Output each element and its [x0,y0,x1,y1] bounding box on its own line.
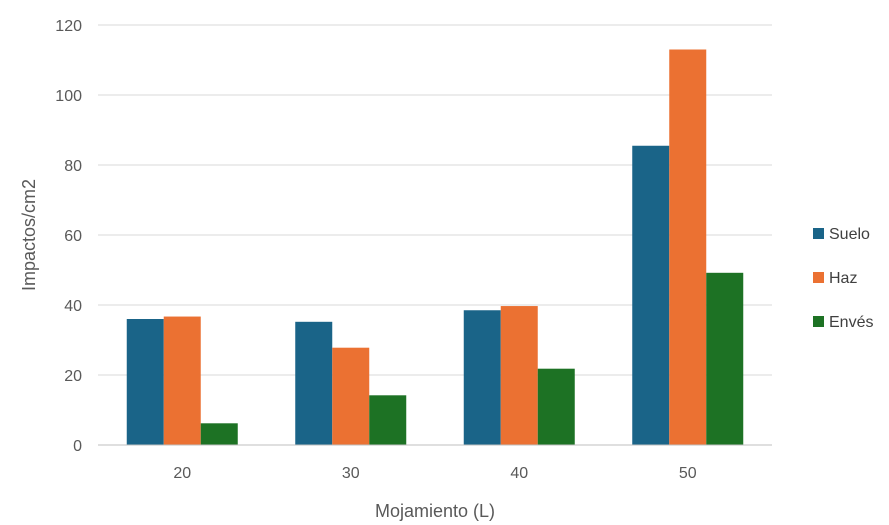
y-tick-label: 60 [64,228,82,245]
legend-swatch [813,316,824,327]
legend-label: Suelo [829,226,870,243]
x-tick-label: 40 [510,465,528,482]
y-tick-label: 0 [73,438,82,455]
bar-haz-50 [669,49,707,445]
y-tick-label: 80 [64,158,82,175]
x-tick-label: 30 [342,465,360,482]
bar-suelo-50 [632,145,670,445]
x-axis-ticks: 20 30 40 50 [173,465,696,482]
bar-envs-40 [537,368,575,445]
bar-suelo-30 [295,321,333,445]
y-tick-label: 40 [64,298,82,315]
bar-haz-30 [332,347,370,445]
bar-suelo-20 [126,319,164,445]
bar-suelo-40 [463,310,501,445]
legend-swatch [813,272,824,283]
bar-envs-20 [200,423,238,445]
bar-envs-30 [369,395,407,445]
bar-haz-40 [500,306,538,445]
y-tick-label: 100 [55,88,82,105]
bar-haz-20 [163,316,201,445]
x-tick-label: 20 [173,465,191,482]
y-tick-label: 120 [55,18,82,35]
bars [126,49,744,445]
legend-label: Envés [829,314,873,331]
legend-swatch [813,228,824,239]
y-axis-ticks: 0 20 40 60 80 100 120 [55,18,82,455]
legend: Suelo Haz Envés [813,226,873,331]
legend-label: Haz [829,270,857,287]
y-tick-label: 20 [64,368,82,385]
y-axis-title: Impactos/cm2 [19,179,39,291]
x-tick-label: 50 [679,465,697,482]
x-axis-title: Mojamiento (L) [375,501,495,521]
bar-envs-50 [706,272,744,445]
